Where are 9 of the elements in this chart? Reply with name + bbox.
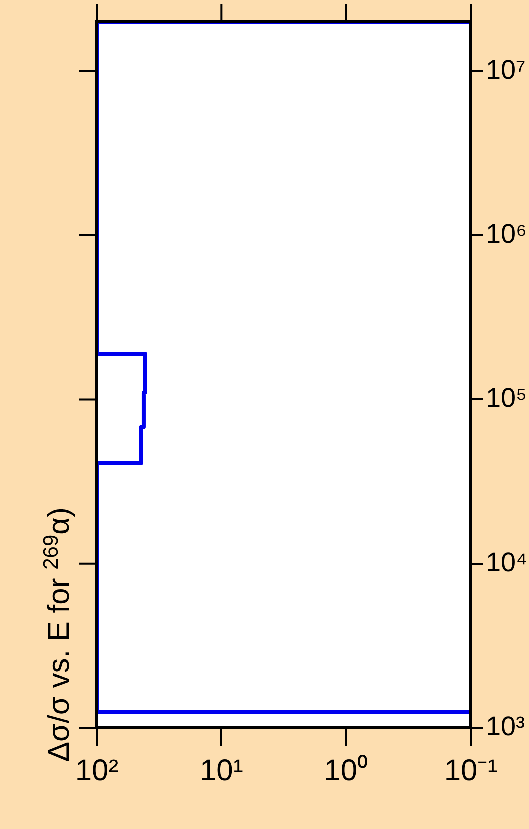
y-tick-label: 10³ bbox=[486, 711, 526, 742]
y-tick-label: 10⁵ bbox=[486, 383, 528, 414]
x-tick-label: 10¹ bbox=[200, 754, 244, 788]
y-tick-label: 10⁷ bbox=[486, 54, 526, 85]
x-tick-label: 10⁻¹ bbox=[444, 754, 498, 788]
y-tick-label: 10⁴ bbox=[486, 547, 528, 578]
x-tick-label: 10⁰ bbox=[324, 754, 369, 788]
x-tick-label: 10² bbox=[75, 754, 119, 788]
y-tick-label: 10⁶ bbox=[486, 219, 528, 250]
